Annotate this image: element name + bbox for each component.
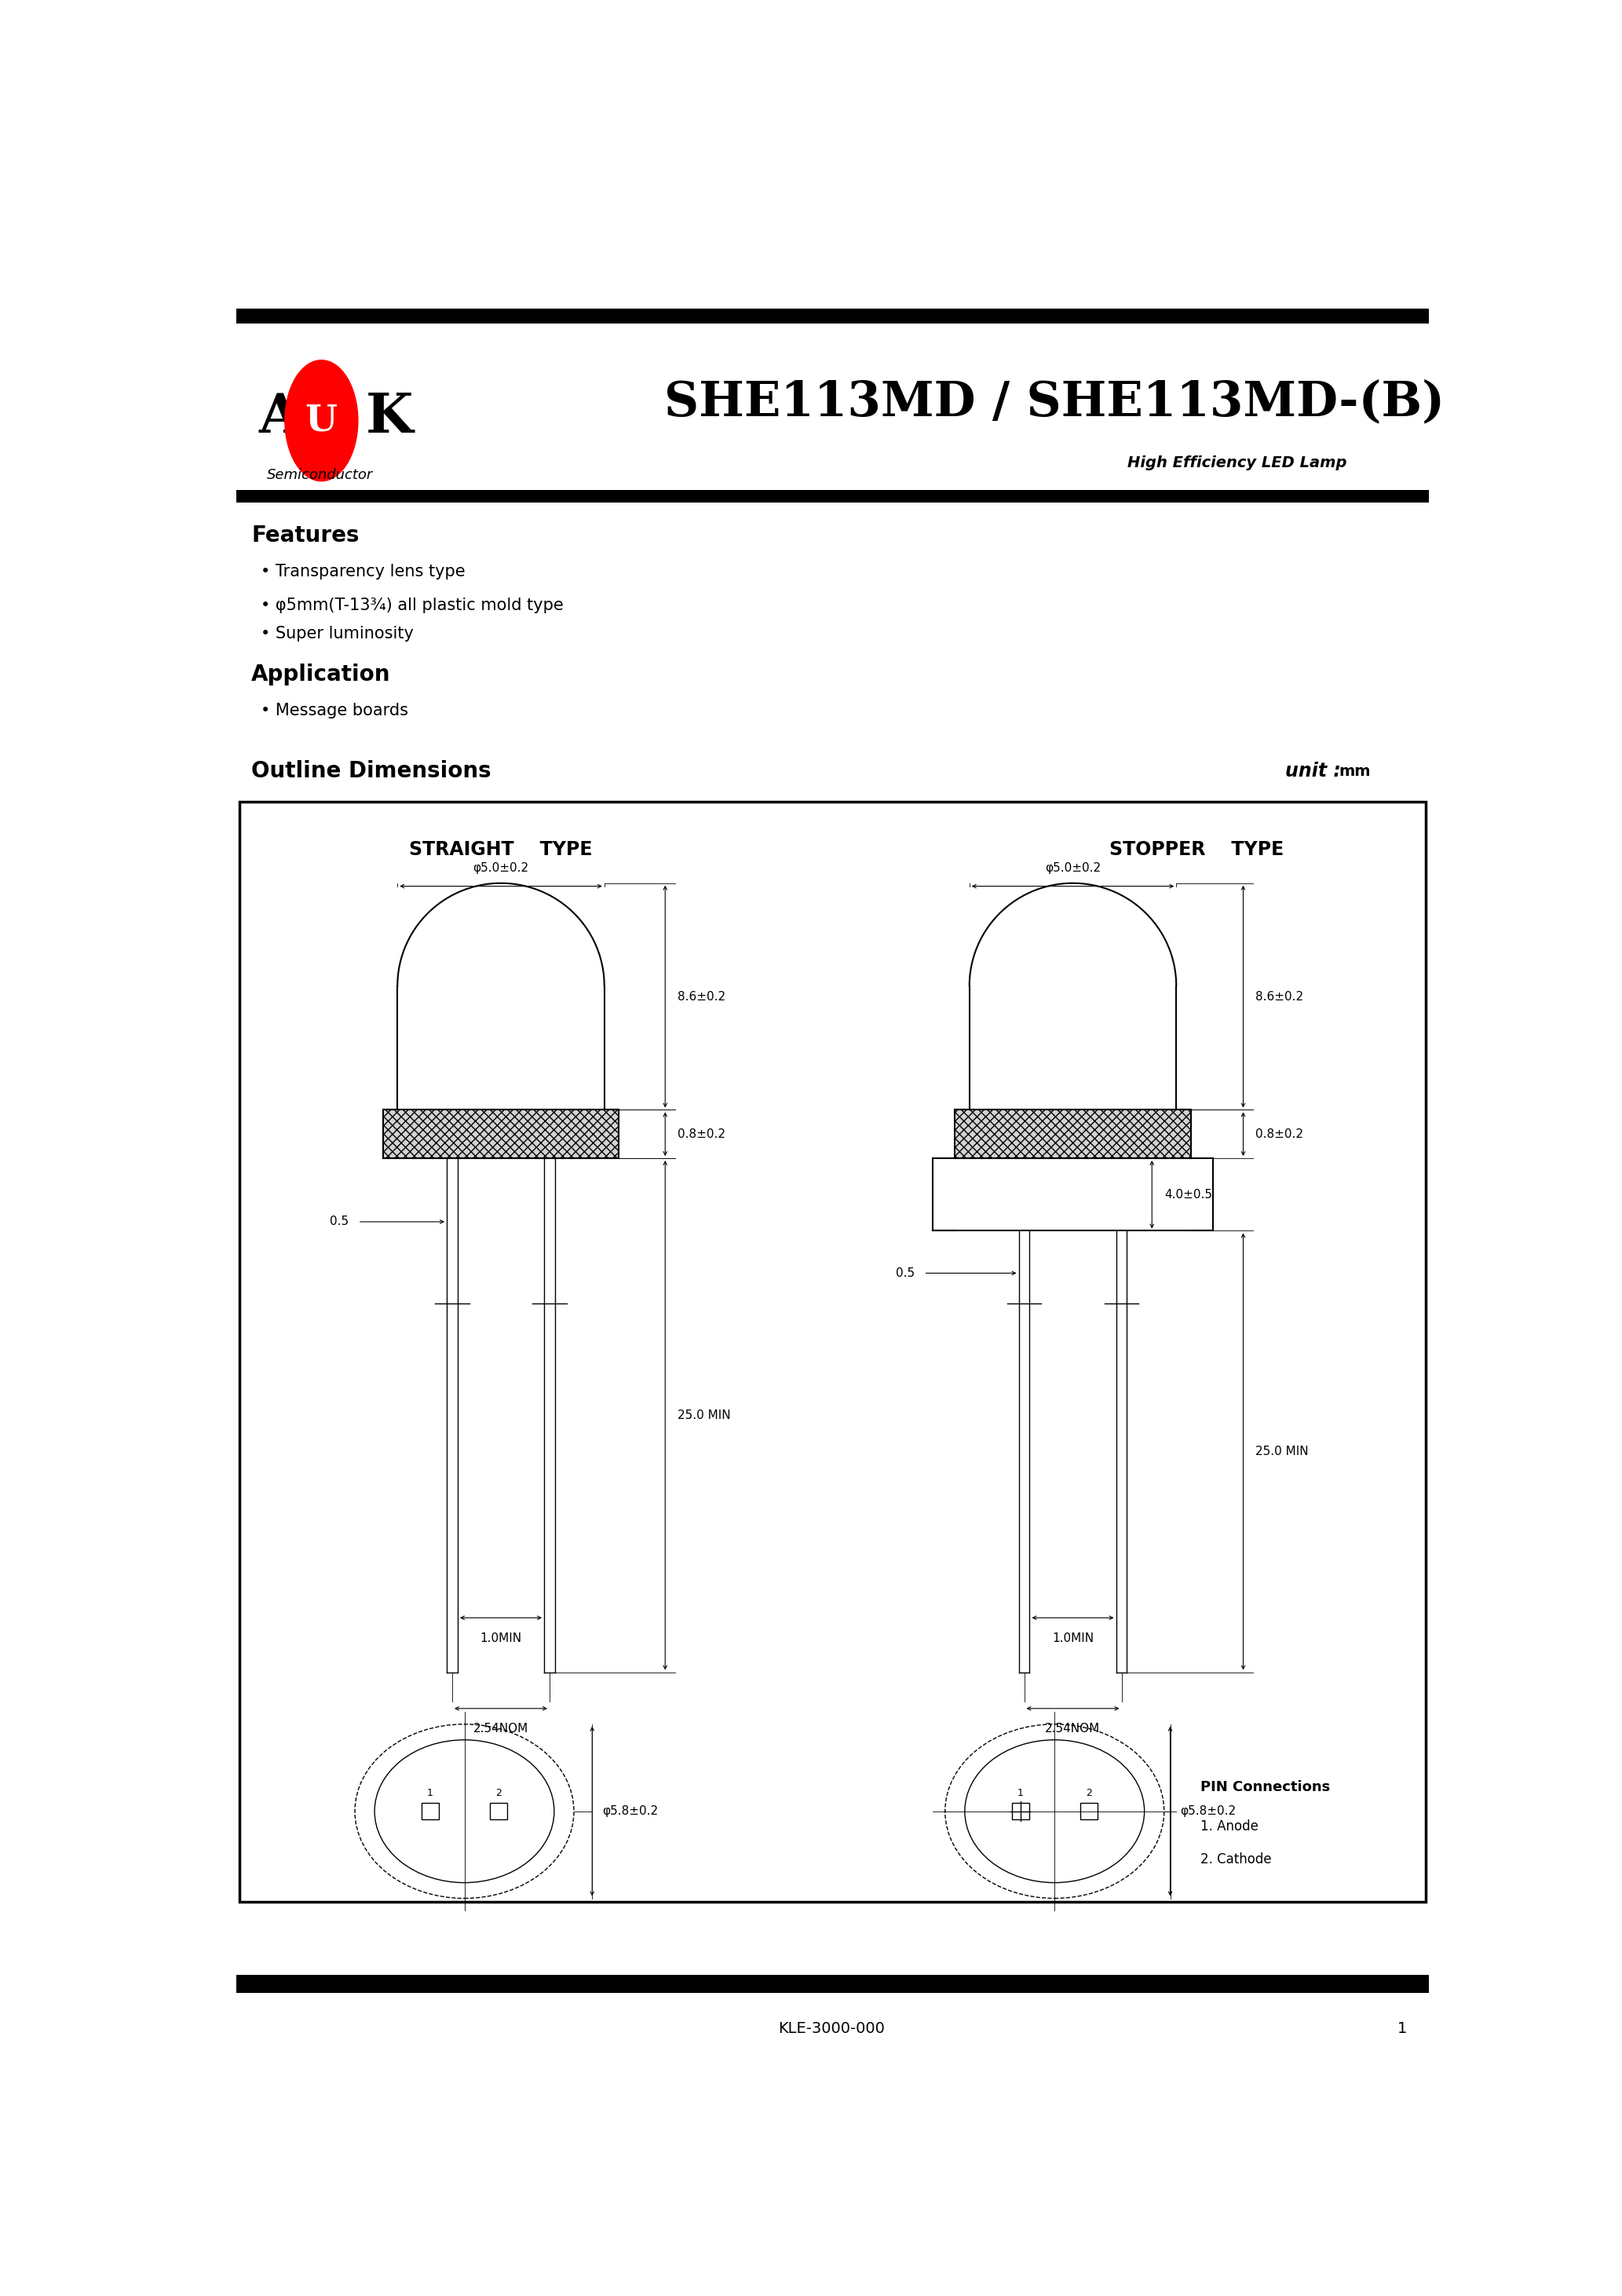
Text: mm: mm: [1340, 765, 1371, 778]
Bar: [237, 308, 1429, 324]
Bar: [955, 1109, 1191, 1157]
Bar: [422, 1802, 440, 1821]
Text: 2: 2: [495, 1789, 501, 1798]
Text: 2.54NOM: 2.54NOM: [474, 1722, 529, 1736]
Text: • Transparency lens type: • Transparency lens type: [261, 565, 466, 579]
Text: K: K: [367, 390, 414, 443]
Text: Outline Dimensions: Outline Dimensions: [251, 760, 491, 783]
Text: A: A: [260, 390, 302, 443]
Text: PIN Connections: PIN Connections: [1200, 1779, 1330, 1793]
Text: High Efficiency LED Lamp: High Efficiency LED Lamp: [1127, 455, 1346, 471]
Text: 2. Cathode: 2. Cathode: [1200, 1853, 1272, 1867]
Text: STRAIGHT    TYPE: STRAIGHT TYPE: [409, 840, 592, 859]
Bar: [237, 1975, 1429, 1993]
Bar: [490, 1802, 508, 1821]
Bar: [1080, 1802, 1096, 1821]
Ellipse shape: [285, 360, 358, 482]
Text: 8.6±0.2: 8.6±0.2: [1255, 990, 1304, 1003]
Text: 25.0 MIN: 25.0 MIN: [1255, 1446, 1309, 1458]
Text: Semiconductor: Semiconductor: [266, 468, 373, 482]
Text: 1. Anode: 1. Anode: [1200, 1818, 1259, 1835]
Text: SHE113MD / SHE113MD-(B): SHE113MD / SHE113MD-(B): [665, 379, 1445, 427]
Text: 1: 1: [1398, 2020, 1408, 2037]
Text: 8.6±0.2: 8.6±0.2: [678, 990, 725, 1003]
Text: 1: 1: [427, 1789, 433, 1798]
Text: φ5.0±0.2: φ5.0±0.2: [474, 863, 529, 875]
Text: STOPPER    TYPE: STOPPER TYPE: [1109, 840, 1285, 859]
Text: φ5.0±0.2: φ5.0±0.2: [1045, 863, 1101, 875]
Bar: [383, 1109, 620, 1157]
Text: KLE-3000-000: KLE-3000-000: [779, 2020, 884, 2037]
Text: 1.0MIN: 1.0MIN: [480, 1632, 522, 1644]
Text: unit :: unit :: [1285, 762, 1340, 781]
Text: • Super luminosity: • Super luminosity: [261, 625, 414, 641]
Text: Features: Features: [251, 523, 360, 546]
Text: 2.54NOM: 2.54NOM: [1045, 1722, 1100, 1736]
Bar: [1012, 1802, 1028, 1821]
Text: 25.0 MIN: 25.0 MIN: [678, 1410, 730, 1421]
Bar: [237, 489, 1429, 503]
Text: Application: Application: [251, 664, 391, 687]
Bar: [240, 801, 1426, 1901]
Text: 0.8±0.2: 0.8±0.2: [678, 1127, 725, 1141]
Text: 2: 2: [1085, 1789, 1092, 1798]
Text: 0.5: 0.5: [895, 1267, 915, 1279]
Text: U: U: [305, 402, 337, 439]
Text: 0.8±0.2: 0.8±0.2: [1255, 1127, 1302, 1141]
Text: 1: 1: [1017, 1789, 1023, 1798]
Text: 1.0MIN: 1.0MIN: [1053, 1632, 1093, 1644]
Text: 0.5: 0.5: [329, 1217, 349, 1228]
Text: 4.0±0.5: 4.0±0.5: [1165, 1189, 1212, 1201]
Text: • Message boards: • Message boards: [261, 703, 409, 719]
Text: φ5.8±0.2: φ5.8±0.2: [1179, 1805, 1236, 1816]
Text: φ5.8±0.2: φ5.8±0.2: [602, 1805, 659, 1816]
Text: • φ5mm(T-13¾) all plastic mold type: • φ5mm(T-13¾) all plastic mold type: [261, 597, 563, 613]
